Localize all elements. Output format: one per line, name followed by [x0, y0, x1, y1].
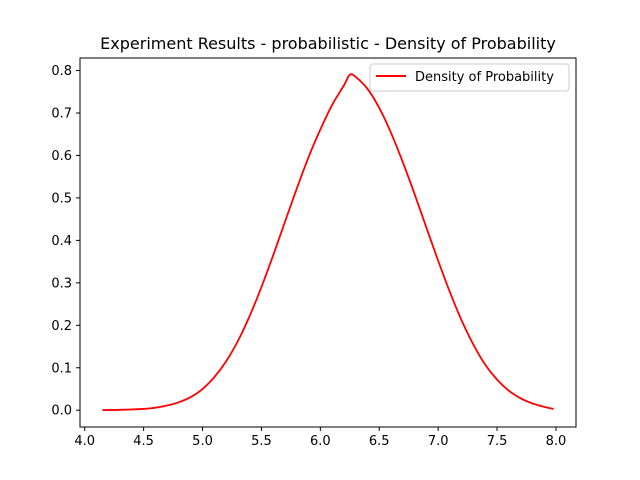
chart-title: Experiment Results - probabilistic - Den… — [100, 34, 556, 53]
series-line-density-of-probability — [102, 73, 554, 411]
y-tick-label: 0.1 — [51, 361, 72, 376]
plot-area — [80, 58, 576, 427]
y-axis: 0.0 0.1 0.2 0.3 0.4 0.5 0.6 0.7 0.8 — [51, 64, 80, 419]
y-tick-label: 0.2 — [51, 319, 72, 334]
y-tick-label: 0.3 — [51, 276, 72, 291]
legend: Density of Probability — [369, 63, 570, 92]
x-tick-label: 7.0 — [428, 434, 449, 449]
x-tick-label: 6.5 — [369, 434, 390, 449]
legend-box — [369, 63, 570, 92]
plot-frame — [79, 57, 577, 428]
y-tick-label: 0.5 — [51, 191, 72, 206]
y-tick-label: 0.8 — [51, 64, 72, 79]
x-tick-label: 4.0 — [74, 434, 95, 449]
x-tick-label: 5.0 — [192, 434, 213, 449]
x-tick-label: 5.5 — [251, 434, 272, 449]
series-group — [102, 73, 554, 411]
x-axis: 4.0 4.5 5.0 5.5 6.0 6.5 7.0 7.5 8.0 — [74, 427, 566, 449]
x-tick-label: 7.5 — [487, 434, 508, 449]
y-tick-label: 0.4 — [51, 234, 72, 249]
y-tick-label: 0.0 — [51, 404, 72, 419]
x-tick-label: 4.5 — [133, 434, 154, 449]
legend-label: Density of Probability — [415, 70, 554, 85]
y-tick-label: 0.6 — [51, 149, 72, 164]
x-tick-label: 8.0 — [546, 434, 567, 449]
y-tick-label: 0.7 — [51, 106, 72, 121]
x-tick-label: 6.0 — [310, 434, 331, 449]
